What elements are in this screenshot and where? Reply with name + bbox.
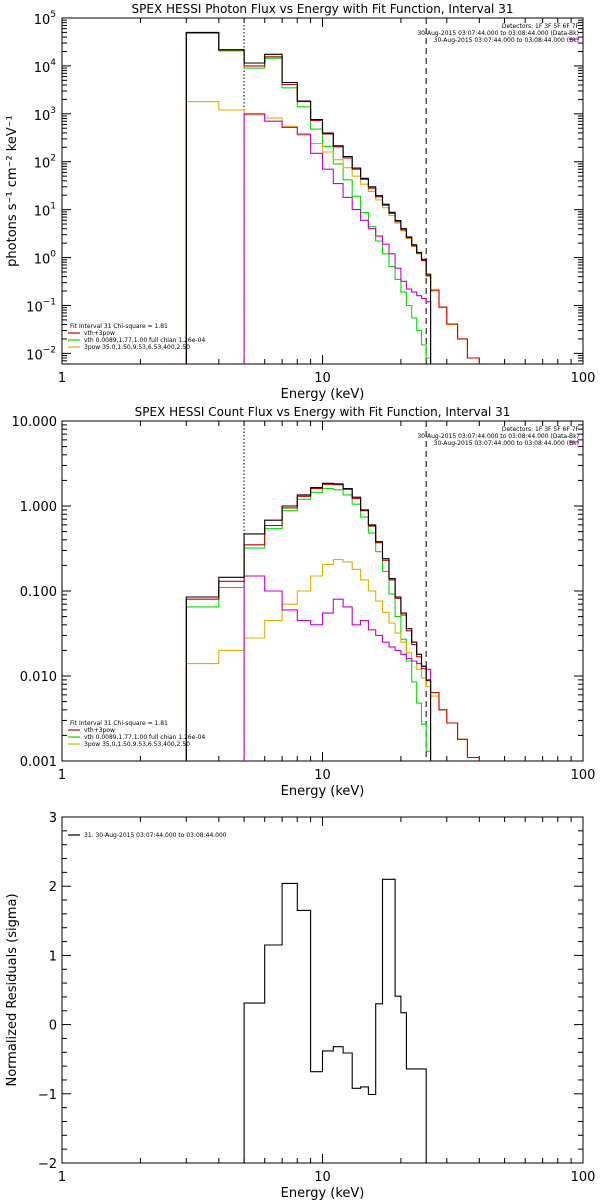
panel-2 [61,420,584,762]
legend-entry: vth 0.0089,1.77,1.00 full chian 1.26e-04 [84,337,205,344]
x-axis-label: Energy (keV) [281,1186,365,1200]
y-tick-base: 10 [34,13,51,28]
legend-entry: 31. 30-Aug-2015 03:07:44.000 to 03:08:44… [84,832,227,839]
x-tick-label: 1 [58,768,66,783]
y-tick-label: 10−1 [26,297,56,315]
series-total [185,482,432,761]
y-tick-base: 10 [34,157,51,172]
panel-3-series [243,878,427,1163]
panel-1 [61,17,584,365]
x-tick-label: 100 [571,1170,596,1185]
y-axis-label: photons s⁻¹ cm⁻² keV⁻¹ [5,115,20,267]
y-tick-base: 10 [34,61,51,76]
y-tick-base: 10 [26,348,43,363]
y-tick-exponent: 3 [50,106,56,116]
x-tick-label: 10 [314,371,331,386]
y-tick-exponent: 0 [50,250,56,260]
y-tick-base: 10 [34,109,51,124]
info-line: 30-Aug-2015 03:07:44.000 to 03:08:44.000… [434,37,579,44]
y-tick-label: −2 [38,1157,57,1172]
legend-entry: vth 0.0089,1.77,1.00 full chian 1.26e-04 [84,734,205,741]
y-tick-label: 0.001 [20,755,57,770]
info-line: Detectors: 1F 3F 5F 6F 7F [502,426,580,433]
panel-3 [61,816,584,1164]
y-tick-label: 105 [34,10,56,28]
y-tick-exponent: −1 [43,297,56,307]
legend-entry: vth+3pow [84,727,115,734]
legend-entry: Fit Interval 31 Chi-square = 1.81 [70,323,168,330]
y-tick-label: 0.010 [20,670,57,685]
y-tick-label: 1.000 [20,500,57,515]
series-total [243,878,427,1163]
info-line: Detectors: 1F 3F 5F 6F 7F [502,23,580,30]
plot-frames [61,17,584,1164]
y-tick-exponent: −2 [43,345,56,355]
x-tick-label: 100 [571,768,596,783]
info-line: 30-Aug-2015 03:07:44.000 to 03:08:44.000… [417,30,579,37]
y-tick-label: 103 [34,106,56,124]
panel-2-text: 1 10 100 10.000 1.000 0.100 0.010 0.001 SPEX HES… [12,405,596,799]
series-thermal [185,32,432,364]
series-nonthermal [185,558,480,761]
y-tick-exponent: 5 [50,10,56,20]
y-tick-label: 104 [34,58,57,76]
spectra [185,31,480,1163]
y-tick-base: 10 [26,300,43,315]
info-line: 30-Aug-2015 03:07:44.000 to 03:08:44.000… [417,433,579,440]
x-tick-label: 10 [314,1170,331,1185]
y-tick-exponent: 2 [50,154,56,164]
series-fit_sum [185,483,480,761]
x-axis-label: Energy (keV) [281,387,365,402]
y-tick-label: −1 [38,1088,57,1103]
y-tick-label: 102 [34,154,56,172]
x-tick-label: 10 [314,768,331,783]
y-axis-label: Normalized Residuals (sigma) [5,893,20,1086]
info-line: 30-Aug-2015 03:07:44.000 to 03:08:44.000… [434,440,579,447]
panel-1-series [185,31,480,364]
legend-entry: Fit Interval 31 Chi-square = 1.81 [70,720,168,727]
y-tick-base: 10 [34,253,51,268]
y-tick-exponent: 1 [50,202,56,212]
y-tick-label: 1 [49,949,57,964]
y-tick-label: 101 [34,202,56,220]
series-background [243,575,432,761]
legend-entry: 3pow 35.0,1.50,9.53,6.53,400,2.50 [84,344,190,351]
y-tick-exponent: 4 [50,58,56,68]
y-tick-label: 100 [34,250,57,268]
y-tick-label: 3 [49,811,57,826]
plot-frame [61,816,584,1164]
x-axis-label: Energy (keV) [281,784,365,799]
x-tick-label: 1 [58,1170,66,1185]
panel-2-series [185,482,480,761]
x-tick-label: 1 [58,371,66,386]
chart-title: SPEX HESSI Count Flux vs Energy with Fit… [135,405,511,419]
series-total [185,31,432,364]
y-tick-label: 10.000 [12,415,58,430]
y-tick-label: 0 [49,1019,57,1034]
legend-entry: 3pow 35.0,1.50,9.53,6.53,400,2.50 [84,741,190,748]
y-tick-label: 10−2 [26,345,56,363]
plot-frame [61,17,584,365]
x-tick-label: 100 [571,371,596,386]
y-tick-base: 10 [34,205,51,220]
plot-frame [61,420,584,762]
series-thermal [185,488,432,761]
y-tick-label: 0.100 [20,585,57,600]
legend-entry: vth+3pow [84,330,115,337]
y-tick-label: 2 [49,880,57,895]
series-fit_sum [185,32,480,364]
chart-title: SPEX HESSI Photon Flux vs Energy with Fi… [132,2,514,16]
series-background [243,113,432,364]
